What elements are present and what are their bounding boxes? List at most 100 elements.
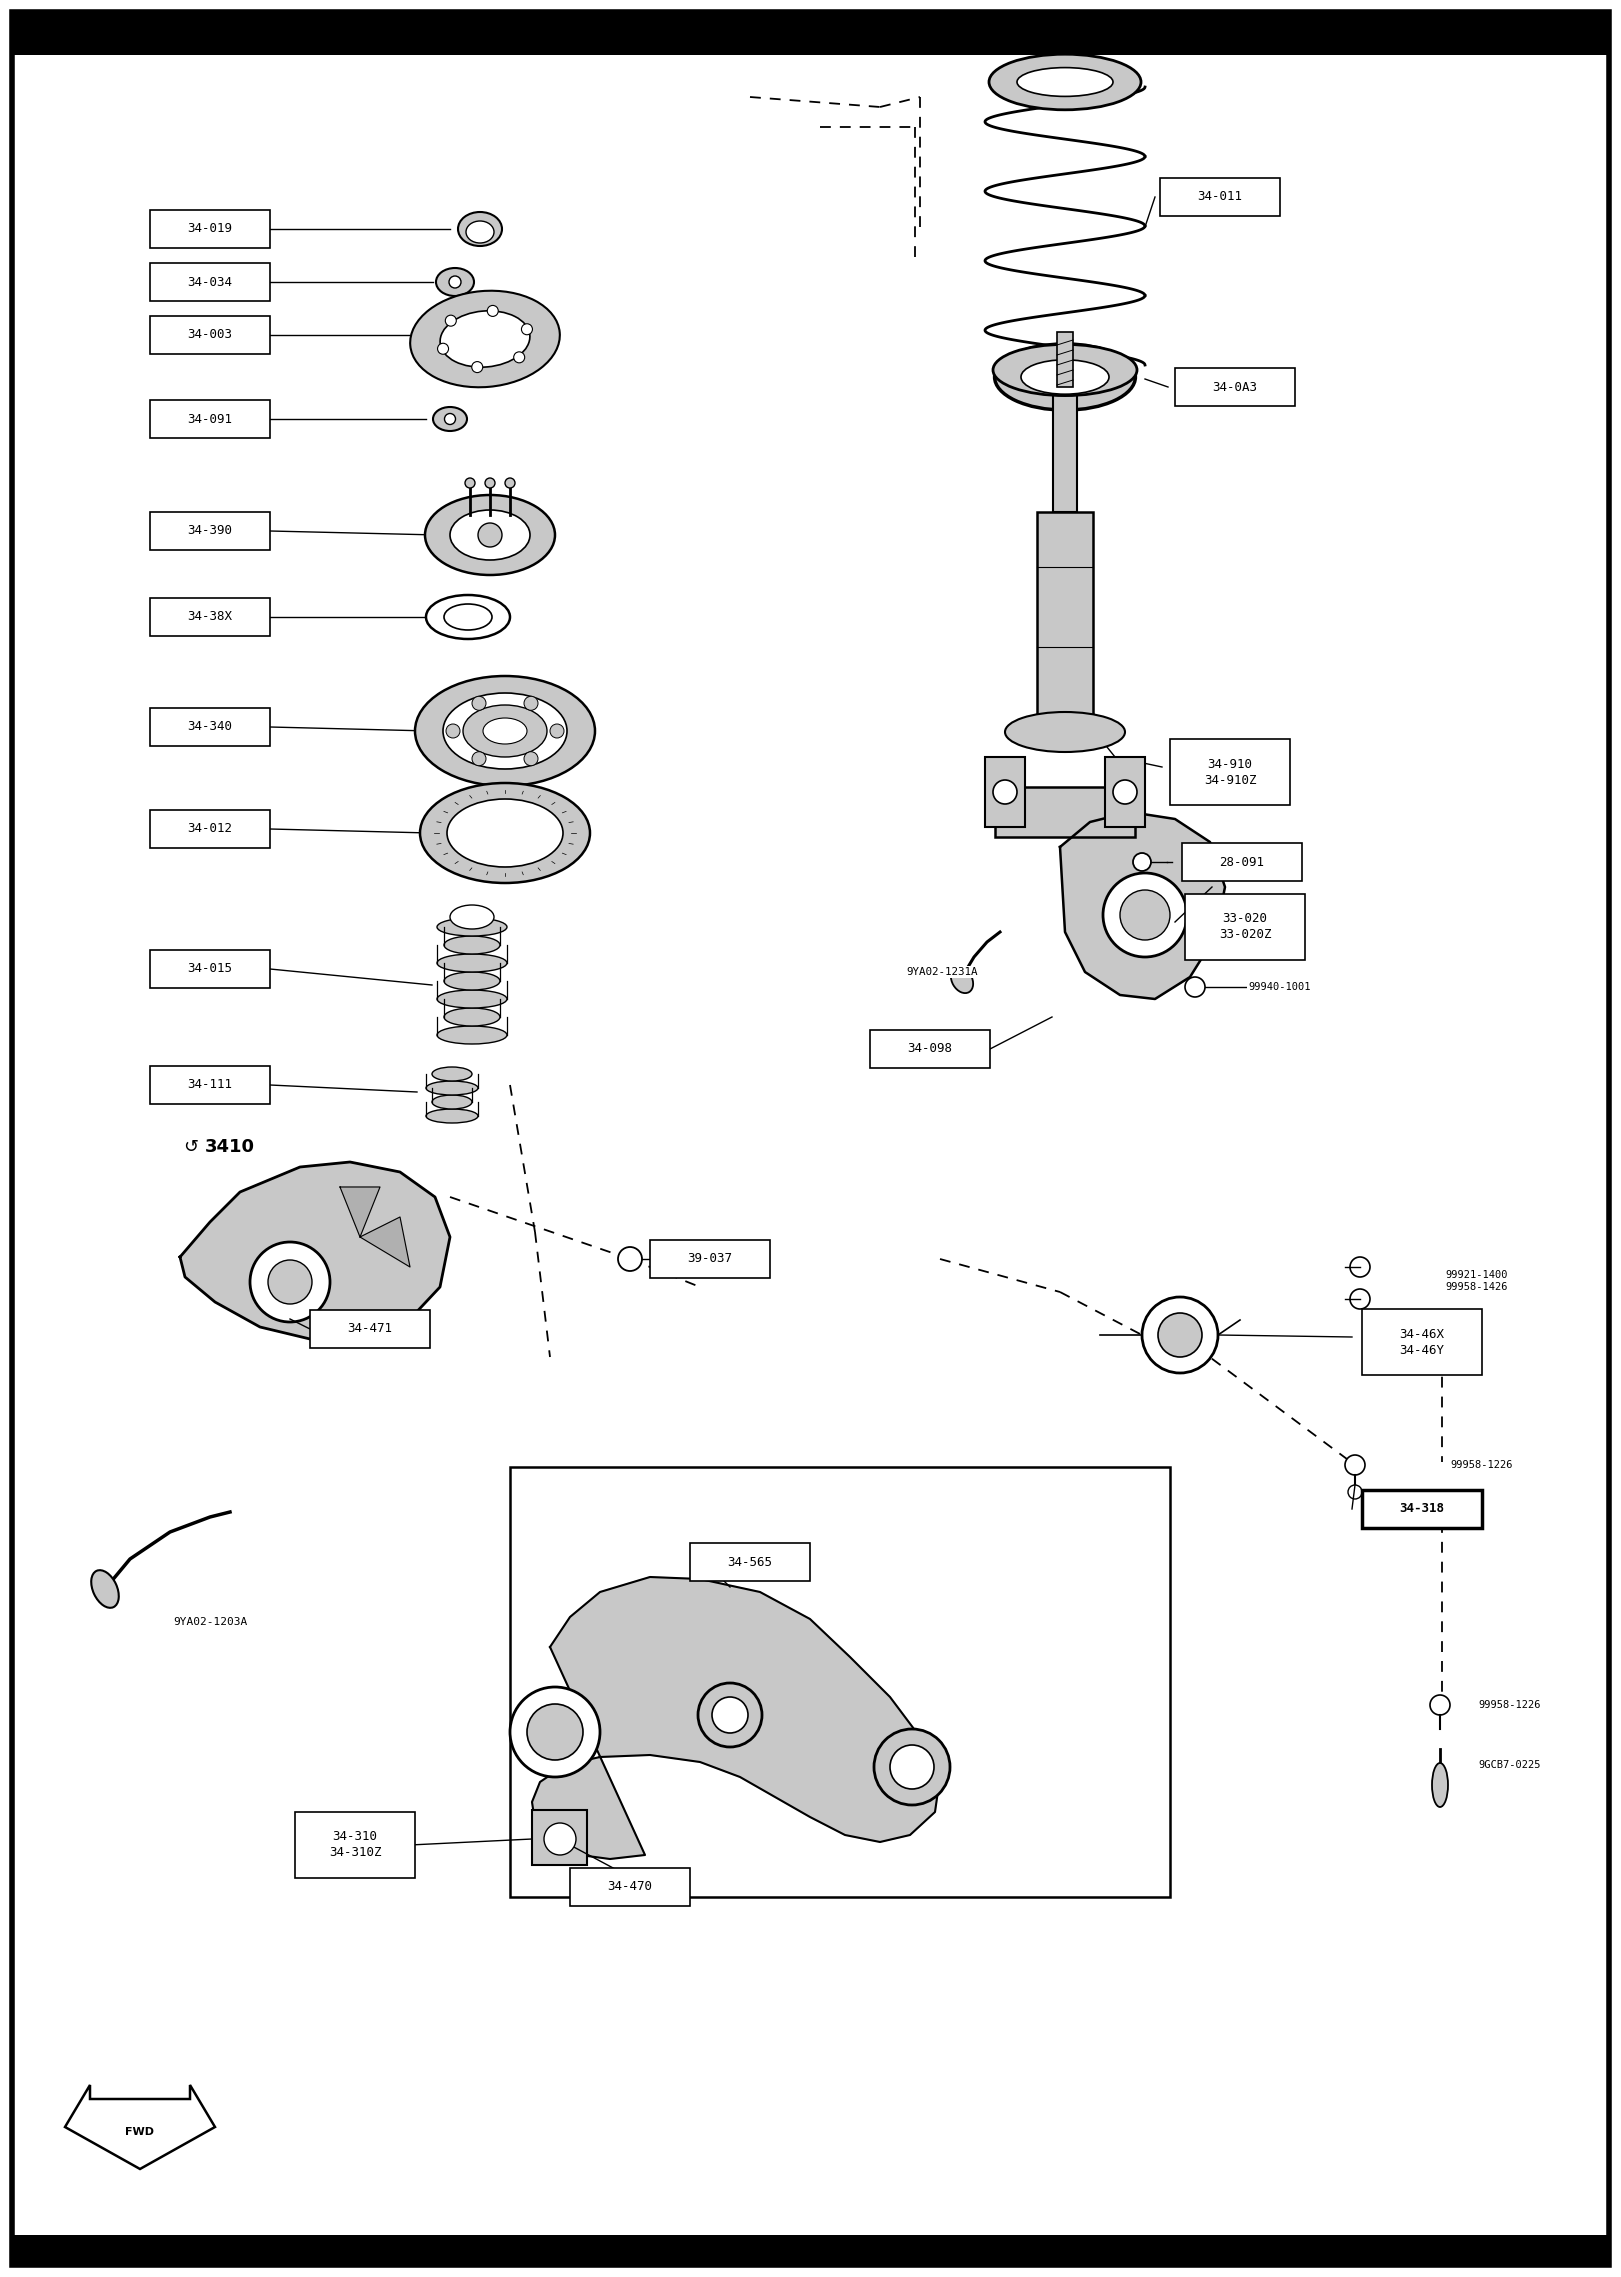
Text: 99921-1400
99958-1426: 99921-1400 99958-1426 <box>1444 1271 1508 1291</box>
Text: 99958-1226: 99958-1226 <box>1478 1701 1540 1710</box>
Ellipse shape <box>426 594 511 640</box>
Circle shape <box>250 1241 331 1323</box>
Circle shape <box>890 1744 934 1790</box>
Ellipse shape <box>451 904 494 929</box>
Circle shape <box>446 314 456 326</box>
Ellipse shape <box>426 1109 478 1123</box>
Ellipse shape <box>415 676 595 786</box>
Circle shape <box>472 751 486 765</box>
Bar <box>986 756 1024 827</box>
Text: 3410: 3410 <box>204 1138 254 1157</box>
Text: FWD: FWD <box>125 2127 154 2138</box>
Circle shape <box>994 781 1016 804</box>
Bar <box>1362 1489 1482 1528</box>
Ellipse shape <box>438 918 507 936</box>
Ellipse shape <box>433 1068 472 1082</box>
Bar <box>1182 842 1302 881</box>
Text: 34-015: 34-015 <box>188 963 232 975</box>
Bar <box>151 1066 271 1104</box>
Ellipse shape <box>420 783 590 883</box>
Bar <box>1161 178 1281 216</box>
Bar <box>310 1309 430 1348</box>
Text: $\circlearrowleft$: $\circlearrowleft$ <box>180 1138 204 1157</box>
Text: 34-310
34-310Z: 34-310 34-310Z <box>329 1831 381 1860</box>
Ellipse shape <box>1016 68 1114 96</box>
Ellipse shape <box>464 706 546 756</box>
Circle shape <box>465 478 475 487</box>
Text: 34-0A3: 34-0A3 <box>1213 380 1258 394</box>
Ellipse shape <box>441 312 530 367</box>
Text: 34-46X
34-46Y: 34-46X 34-46Y <box>1399 1327 1444 1357</box>
Circle shape <box>524 751 538 765</box>
Bar <box>11 2236 1610 2266</box>
Bar <box>1170 740 1290 806</box>
Ellipse shape <box>459 212 503 246</box>
Bar <box>151 708 271 747</box>
Bar <box>151 599 271 635</box>
Circle shape <box>485 478 494 487</box>
Ellipse shape <box>438 1027 507 1043</box>
Circle shape <box>449 276 460 287</box>
Ellipse shape <box>483 717 527 745</box>
Text: 34-910
34-910Z: 34-910 34-910Z <box>1204 758 1256 786</box>
Text: 34-565: 34-565 <box>728 1555 773 1569</box>
Ellipse shape <box>465 221 494 244</box>
Polygon shape <box>65 2086 216 2170</box>
Circle shape <box>1157 1314 1203 1357</box>
Text: 34-470: 34-470 <box>608 1881 653 1894</box>
Circle shape <box>1350 1257 1370 1277</box>
Circle shape <box>618 1248 642 1271</box>
Bar <box>1185 895 1305 961</box>
Text: 34-111: 34-111 <box>188 1079 232 1091</box>
Ellipse shape <box>447 799 562 868</box>
Text: 9GCB7-0225: 9GCB7-0225 <box>1478 1760 1540 1769</box>
Bar <box>511 1466 1170 1897</box>
Polygon shape <box>360 1216 410 1266</box>
Circle shape <box>550 724 564 738</box>
Bar <box>295 1812 415 1879</box>
Ellipse shape <box>451 510 530 560</box>
Circle shape <box>1349 1485 1362 1498</box>
Text: 34-471: 34-471 <box>347 1323 392 1337</box>
Bar <box>650 1241 770 1277</box>
Polygon shape <box>180 1161 451 1339</box>
Circle shape <box>874 1728 950 1806</box>
Bar <box>151 401 271 437</box>
Text: 34-318: 34-318 <box>1399 1503 1444 1516</box>
Text: 34-390: 34-390 <box>188 524 232 537</box>
Ellipse shape <box>443 692 567 770</box>
Text: 9YA02-1231A: 9YA02-1231A <box>906 968 977 977</box>
Ellipse shape <box>995 344 1135 410</box>
Text: 34-091: 34-091 <box>188 412 232 426</box>
Text: 33-020
33-020Z: 33-020 33-020Z <box>1219 913 1271 940</box>
Bar <box>151 317 271 353</box>
Circle shape <box>506 478 515 487</box>
Polygon shape <box>1060 813 1225 1000</box>
Ellipse shape <box>1021 360 1109 394</box>
Ellipse shape <box>1005 713 1125 751</box>
Ellipse shape <box>438 954 507 972</box>
Bar <box>995 788 1135 838</box>
Ellipse shape <box>989 55 1141 109</box>
Text: 34-012: 34-012 <box>188 822 232 836</box>
Circle shape <box>545 1824 575 1856</box>
Text: 39-037: 39-037 <box>687 1252 733 1266</box>
Circle shape <box>472 362 483 373</box>
Circle shape <box>478 524 503 546</box>
Ellipse shape <box>433 1095 472 1109</box>
Ellipse shape <box>994 344 1136 396</box>
Ellipse shape <box>426 1082 478 1095</box>
Circle shape <box>699 1683 762 1746</box>
Ellipse shape <box>444 972 499 990</box>
Bar <box>1175 369 1295 405</box>
Circle shape <box>1114 781 1136 804</box>
Text: 34-019: 34-019 <box>188 223 232 235</box>
Circle shape <box>446 724 460 738</box>
Circle shape <box>1345 1455 1365 1475</box>
Bar <box>151 209 271 248</box>
Circle shape <box>1143 1298 1217 1373</box>
Circle shape <box>514 353 525 362</box>
Ellipse shape <box>952 968 973 993</box>
Text: 28-091: 28-091 <box>1219 856 1264 868</box>
Text: 99940-1001: 99940-1001 <box>1248 981 1311 993</box>
